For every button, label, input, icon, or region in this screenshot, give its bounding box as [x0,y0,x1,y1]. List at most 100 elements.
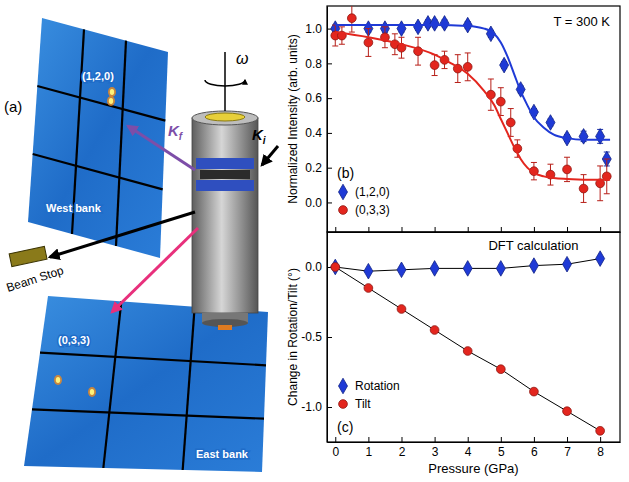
marker [397,21,406,37]
marker [463,347,472,356]
marker [496,261,505,277]
rotation-axis [224,52,226,111]
tick-label: 2 [399,445,406,459]
marker [500,57,509,73]
tick: 3 [432,437,439,459]
tick: 5 [498,437,505,459]
panel-label: (a) [4,98,22,115]
marker [430,16,439,32]
tick-label: -1.0 [301,400,322,414]
marker [506,118,515,127]
legend-marker [339,400,348,409]
detector-grid [32,409,264,418]
tick [600,227,601,232]
figure-holder: (1,2,0)West bank(0,3,3)East bankωKiKfBea… [0,0,629,482]
x-axis-title: Pressure (GPa) [428,461,518,476]
x-axis: 0 1 2 3 4 5 6 7 8 [328,437,621,459]
series-line [335,267,600,431]
tick-mark [435,437,436,442]
legend-marker [339,206,348,215]
tick-label: 7 [564,445,571,459]
annotation: T = 300 K [554,14,611,29]
marker [530,387,539,396]
plot-frame [327,6,620,232]
tick-label: 0.8 [305,57,322,71]
chart-panel: 0.00.20.40.60.81.0(1,2,0)(0,3,3)(b)T = 3… [286,4,621,232]
marker [364,38,373,47]
tick: 8 [597,437,604,459]
tick-mark [327,168,332,169]
cell-top [192,111,258,125]
tick-mark [327,63,332,64]
tick: 1.0 [305,22,332,36]
east-arrow [112,228,198,312]
peak-spot [56,377,60,383]
beam-arrow [50,212,195,257]
tick-label: 4 [465,445,472,459]
tick [435,227,436,232]
tick: -1.0 [301,400,332,414]
tick: 1 [366,437,373,459]
detector-grid [33,154,163,189]
marker [331,259,340,275]
marker [596,129,605,145]
tick-mark [401,437,402,442]
peak-halo [107,96,115,106]
marker [430,326,439,335]
marker [563,165,572,174]
marker [463,261,472,277]
annotation: (c) [337,419,353,435]
marker [596,251,605,267]
tick-mark [534,437,535,442]
kf-arrow [128,126,195,170]
legend-label: Tilt [355,397,371,411]
y-axis: -1.0-0.50.0 [301,233,332,443]
cell-cap [205,113,245,121]
tick [368,227,369,232]
cell-band [196,158,254,169]
marker [430,61,439,70]
marker [397,305,406,314]
plot-frame [327,232,620,442]
marker [347,14,356,23]
ki-label: Ki [252,126,266,146]
marker [414,19,423,35]
legend-label: (0,3,3) [355,203,390,217]
tick-mark [600,227,601,232]
tick-label: 0.0 [305,260,322,274]
detector-grid [37,86,165,121]
tick: 2 [399,437,406,459]
tick-mark [327,98,332,99]
ki-sub: i [263,135,266,146]
legend-label: Rotation [355,379,400,393]
legend: (1,2,0) (0,3,3) [339,184,390,217]
axis-line [327,7,328,233]
y-axis-title: Change in Rotation/Tilt (°) [286,268,300,406]
tick [401,227,402,232]
legend-label: (1,2,0) [355,185,390,199]
marker [596,426,605,435]
legend-marker [339,184,348,200]
tick-mark [327,202,332,203]
annotation: (b) [337,165,354,181]
rotation-label: ω [236,50,248,67]
kf-label: Kf [168,122,184,142]
axis-line [328,442,621,443]
marker [364,263,373,279]
marker [440,16,449,32]
marker [430,261,439,277]
tick-label: 0.0 [305,196,322,210]
tick-mark [327,337,332,338]
legend: Rotation Tilt [339,378,400,411]
bank-label: East bank [196,448,249,460]
peak-spot [109,98,113,104]
chart-panel: 012345678-1.0-0.50.0RotationTiltDFT calc… [286,232,621,476]
tick-mark [567,227,568,232]
tick: 6 [531,437,538,459]
tick-label: 0 [332,445,339,459]
fit-curve [335,25,610,140]
cell-window [200,170,250,179]
tick-label: 1 [366,445,373,459]
tick-label: 0.6 [305,91,322,105]
tick: 0.0 [305,260,332,274]
